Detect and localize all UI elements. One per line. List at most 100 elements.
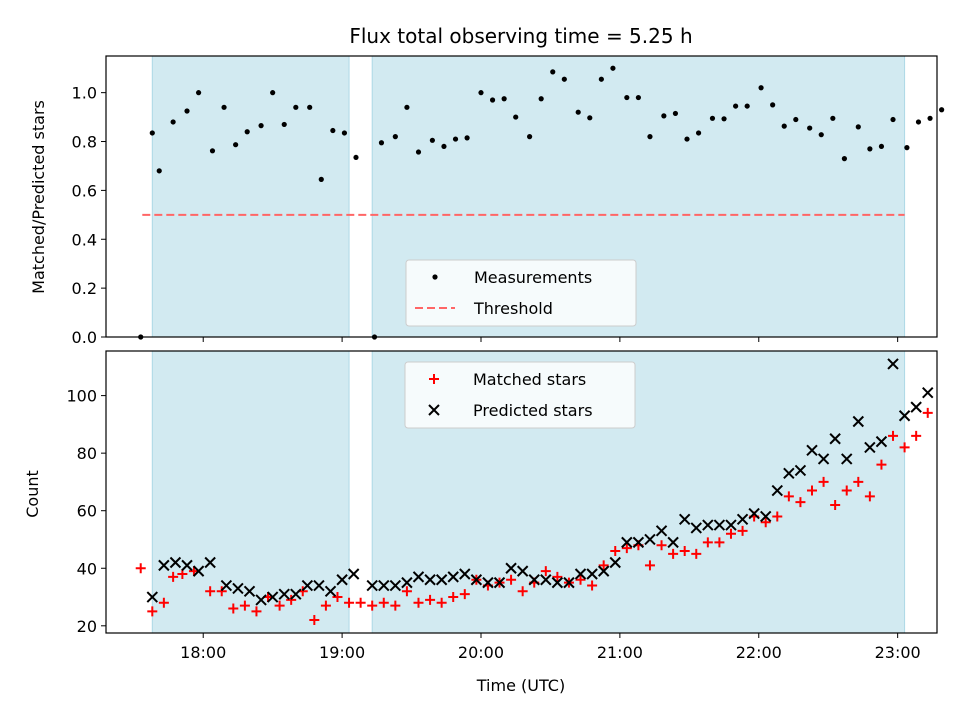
measurement-point xyxy=(330,127,336,134)
predicted-star-point xyxy=(910,401,922,413)
measurement-point xyxy=(353,154,359,161)
matched-star-point xyxy=(459,589,470,600)
x-axis-label: Time (UTC) xyxy=(476,676,565,695)
matched-star-point xyxy=(841,485,852,496)
matched-star-point xyxy=(228,603,239,614)
predicted-star-point xyxy=(169,556,182,569)
bottom-axes-frame xyxy=(105,350,938,634)
predicted-star-point xyxy=(852,415,865,428)
predicted-star-point xyxy=(563,576,575,589)
matched-star-point xyxy=(610,545,621,556)
measurement-point xyxy=(258,123,264,129)
measurement-point xyxy=(550,69,556,75)
matched-star-point xyxy=(668,548,679,559)
matched-star-point xyxy=(552,571,563,582)
matched-star-point xyxy=(168,571,179,582)
x-tick-label: 21:00 xyxy=(597,643,643,662)
predicted-star-point xyxy=(424,574,436,586)
matched-star-point xyxy=(344,597,355,608)
measurement-point xyxy=(149,130,155,136)
matched-star-point xyxy=(899,442,910,453)
matched-star-point xyxy=(888,430,899,441)
predicted-star-point xyxy=(783,467,795,480)
matched-star-point xyxy=(598,560,609,571)
matched-star-point xyxy=(621,543,632,554)
measurement-point xyxy=(610,65,616,71)
matched-star-point xyxy=(922,407,933,418)
matched-star-point xyxy=(367,600,378,611)
predicted-star-point xyxy=(505,562,517,574)
measurement-point xyxy=(672,110,679,117)
matched-star-point xyxy=(795,497,806,508)
measurement-point xyxy=(270,90,276,96)
measurement-point xyxy=(878,143,885,150)
predicted-star-point xyxy=(313,579,325,592)
matched-star-point xyxy=(205,586,216,597)
legend-measurements-marker xyxy=(432,274,438,280)
predicted-star-point xyxy=(551,576,564,589)
predicted-star-point xyxy=(220,579,233,592)
predicted-star-point xyxy=(435,574,448,586)
bottom-y-axis-label: Count xyxy=(23,470,42,518)
predicted-star-point xyxy=(655,525,668,537)
bottom-y-tick-label: 60 xyxy=(77,502,97,521)
matched-star-point xyxy=(679,545,690,556)
measurement-point xyxy=(170,119,176,125)
measurement-point xyxy=(575,109,581,115)
matched-star-point xyxy=(401,586,412,597)
predicted-star-point xyxy=(806,444,818,456)
predicted-star-point xyxy=(667,536,679,549)
measurement-point xyxy=(195,90,202,96)
measurement-point xyxy=(392,134,398,140)
predicted-star-point xyxy=(760,510,772,523)
matched-star-point xyxy=(587,580,598,591)
measurement-point xyxy=(758,85,764,91)
predicted-star-point xyxy=(482,576,494,589)
matched-star-point xyxy=(691,548,702,559)
matched-star-point xyxy=(320,600,331,611)
top-y-tick-label: 0.4 xyxy=(72,230,97,249)
measurement-point xyxy=(841,156,848,162)
legend-label: Measurements xyxy=(474,268,592,287)
x-tick-label: 20:00 xyxy=(458,643,504,662)
measurement-point xyxy=(156,168,162,174)
predicted-star-point xyxy=(278,588,290,600)
matched-star-point xyxy=(864,491,875,502)
predicted-star-point xyxy=(470,574,483,586)
measurement-point xyxy=(233,142,239,148)
predicted-star-point xyxy=(290,588,302,600)
matched-star-point xyxy=(216,586,227,597)
predicted-star-point xyxy=(528,574,540,586)
measurement-point xyxy=(818,132,824,138)
predicted-star-point xyxy=(192,565,205,577)
predicted-star-point xyxy=(748,507,760,520)
measurement-point xyxy=(807,125,813,131)
chart-title: Flux total observing time = 5.25 h xyxy=(349,24,692,48)
matched-star-point xyxy=(274,600,285,611)
measurement-point xyxy=(244,129,250,135)
top-legend: Measurements Threshold xyxy=(405,259,637,327)
top-legend-box xyxy=(405,259,637,327)
measurement-point xyxy=(184,108,190,114)
bottom-y-tick-label: 40 xyxy=(77,559,97,578)
measurement-point xyxy=(561,76,567,82)
measurement-point xyxy=(781,123,787,129)
top-y-axis-label: Matched/Predicted stars xyxy=(29,100,48,294)
predicted-star-point xyxy=(336,574,348,586)
matched-star-point xyxy=(135,563,146,574)
predicted-star-point xyxy=(204,556,216,569)
bottom-legend: Matched stars Predicted stars xyxy=(404,361,636,429)
predicted-star-point xyxy=(181,559,193,572)
matched-star-point xyxy=(425,594,436,605)
predicted-star-point xyxy=(841,453,853,465)
bottom-panel: 20 40 60 80 100 18:00 19:00 20:00 21:00 22:00 23:0… xyxy=(66,350,938,662)
predicted-star-point xyxy=(898,410,911,422)
top-shaded-interval-0 xyxy=(151,55,350,338)
predicted-star-point xyxy=(887,358,899,370)
x-tick-label: 19:00 xyxy=(319,643,365,662)
predicted-star-point xyxy=(574,568,587,580)
predicted-star-point xyxy=(864,441,876,454)
measurement-point xyxy=(281,121,287,128)
measurement-point xyxy=(415,149,422,155)
predicted-star-point xyxy=(301,579,314,592)
